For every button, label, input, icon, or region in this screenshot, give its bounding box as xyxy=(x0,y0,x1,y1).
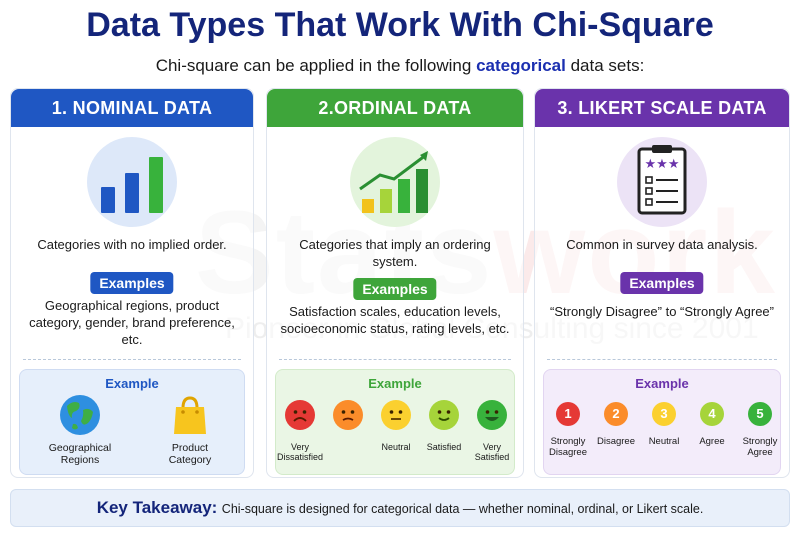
key-takeaway: Key Takeaway: Chi-square is designed for… xyxy=(10,489,790,527)
globe-icon xyxy=(60,395,100,435)
ordinal-item-label: Very xyxy=(290,442,309,452)
nominal-item-label: Regions xyxy=(60,454,100,466)
ordinal-example-box: Example Very Dissatisfied Neutral Satisfied… xyxy=(275,369,515,475)
divider xyxy=(279,359,511,360)
very-dissatisfied-face-icon xyxy=(285,400,315,430)
likert-example-box: Example 1 Strongly Disagree 2 Disagree 3 Neutr… xyxy=(543,369,781,475)
ordinal-description: Categories that imply an ordering system… xyxy=(299,237,491,269)
likert-number-badge: 5 xyxy=(748,402,772,426)
nominal-example-title: Example xyxy=(105,376,159,391)
likert-number-badge: 1 xyxy=(556,402,580,426)
ordinal-example-item: Satisfied xyxy=(420,400,468,452)
page-title: Data Types That Work With Chi-Square xyxy=(86,6,714,44)
nominal-card: 1. NOMINAL DATA Categories with no impli… xyxy=(10,88,254,478)
nominal-examples-text: Geographical regions, product category, … xyxy=(29,298,235,347)
satisfied-face-icon xyxy=(429,400,459,430)
ordinal-heading: 2.ORDINAL DATA xyxy=(267,89,523,127)
likert-number-badge: 4 xyxy=(700,402,724,426)
nominal-heading: 1. NOMINAL DATA xyxy=(11,89,253,127)
svg-text:★★★: ★★★ xyxy=(645,157,680,172)
likert-number-badge: 2 xyxy=(604,402,628,426)
ordinal-card: 2.ORDINAL DATA Categories that imply an … xyxy=(266,88,524,478)
likert-description: Common in survey data analysis. xyxy=(566,237,758,252)
ordinal-item-label: Neutral xyxy=(381,442,411,452)
likert-item-label: Agree xyxy=(699,436,725,447)
likert-example-item: 3 Neutral xyxy=(640,402,688,447)
likert-number-badge: 3 xyxy=(652,402,676,426)
likert-example-item: 1 Strongly Disagree xyxy=(544,402,592,458)
divider xyxy=(547,359,777,360)
likert-item-label: Neutral xyxy=(648,436,680,447)
likert-heading: 3. LIKERT SCALE DATA xyxy=(535,89,789,127)
takeaway-label: Key Takeaway: xyxy=(96,498,218,517)
growth-chart-icon xyxy=(350,137,440,227)
likert-item-label: Strongly xyxy=(550,436,586,447)
survey-clipboard-icon: ★★★ xyxy=(617,137,707,227)
nominal-item-label: Geographical xyxy=(48,442,112,454)
ordinal-example-item xyxy=(324,400,372,442)
likert-example-item: 2 Disagree xyxy=(592,402,640,447)
likert-examples-text: “Strongly Disagree” to “Strongly Agree” xyxy=(550,304,774,319)
ordinal-example-item: Very Satisfied xyxy=(468,400,516,462)
likert-card: 3. LIKERT SCALE DATA ★★★ Common in surve… xyxy=(534,88,790,478)
shopping-bag-icon xyxy=(174,396,206,434)
ordinal-example-item: Very Dissatisfied xyxy=(276,400,324,462)
likert-example-title: Example xyxy=(635,376,689,391)
ordinal-item-label: Very xyxy=(482,442,501,452)
dissatisfied-face-icon xyxy=(333,400,363,430)
nominal-example-box: Example Geographical Regions Product Cat… xyxy=(19,369,245,475)
nominal-item-label: Category xyxy=(168,454,212,466)
nominal-item-label: Product xyxy=(171,442,209,454)
likert-item-label: Disagree xyxy=(548,447,588,458)
likert-examples-badge: Examples xyxy=(620,272,704,294)
ordinal-item-label: Satisfied xyxy=(426,442,462,452)
ordinal-examples-badge: Examples xyxy=(353,278,437,300)
ordinal-item-label: Dissatisfied xyxy=(276,452,323,462)
nominal-examples-badge: Examples xyxy=(90,272,174,294)
bar-chart-icon xyxy=(87,137,177,227)
likert-item-label: Strongly xyxy=(742,436,778,447)
nominal-description: Categories with no implied order. xyxy=(37,237,227,252)
page-subtitle: Chi-square can be applied in the followi… xyxy=(155,56,645,75)
likert-example-item: 4 Agree xyxy=(688,402,736,447)
divider xyxy=(23,359,241,360)
ordinal-example-item: Neutral xyxy=(372,400,420,452)
ordinal-item-label: Satisfied xyxy=(474,452,510,462)
neutral-face-icon xyxy=(381,400,411,430)
likert-example-item: 5 Strongly Agree xyxy=(736,402,784,458)
ordinal-example-title: Example xyxy=(368,376,422,391)
very-satisfied-face-icon xyxy=(477,400,507,430)
likert-item-label: Agree xyxy=(747,447,773,458)
likert-item-label: Disagree xyxy=(596,436,636,447)
takeaway-text: Chi-square is designed for categorical d… xyxy=(221,502,704,516)
nominal-example-item: Geographical Regions xyxy=(28,394,132,466)
ordinal-examples-text: Satisfaction scales, education levels, s… xyxy=(280,304,510,336)
nominal-example-item: Product Category xyxy=(138,394,242,466)
